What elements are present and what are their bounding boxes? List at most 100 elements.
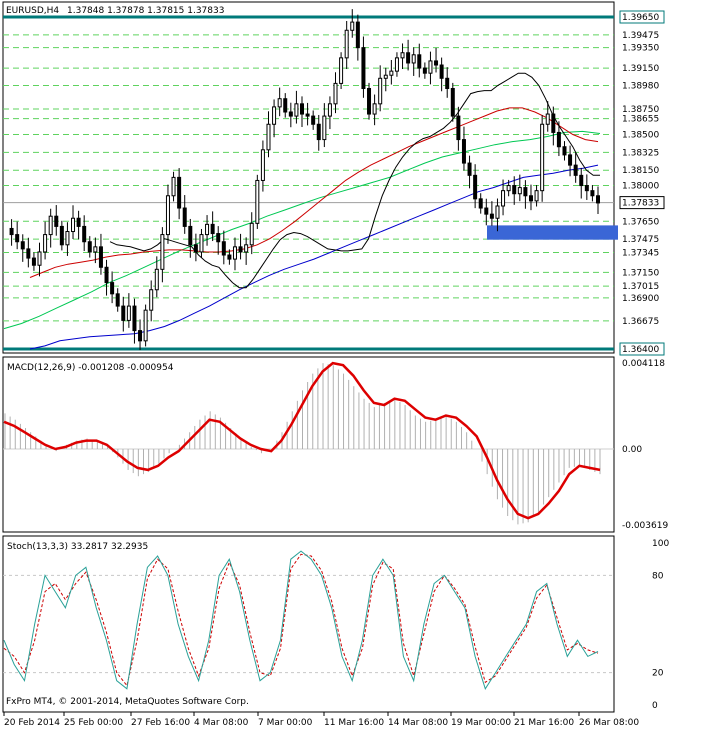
stoch-tick-label: 0	[652, 701, 658, 711]
candle-body	[104, 266, 109, 284]
candle-body	[54, 215, 59, 227]
macd-panel	[3, 361, 614, 525]
price-tag-bg	[619, 196, 665, 210]
price-tick-label: 1.39650	[622, 13, 659, 23]
candle-body	[400, 52, 405, 59]
zone-rect	[487, 225, 618, 240]
stoch-tick-label: 100	[652, 539, 669, 549]
candle-body	[344, 29, 349, 59]
macd-tick-label: 0.00	[622, 445, 642, 455]
candle-body	[216, 233, 221, 243]
macd-tick-label: 0.004118	[622, 359, 665, 369]
candle-body	[361, 47, 366, 90]
ma-slow-line	[29, 107, 599, 278]
candle-body	[378, 77, 383, 105]
candle-body	[177, 176, 182, 209]
candle-body	[232, 246, 237, 260]
candle-body	[43, 234, 48, 253]
candle-body	[20, 241, 25, 250]
candle-body	[188, 225, 193, 246]
price-tag-bg	[619, 10, 665, 24]
candle-body	[15, 234, 20, 243]
candle-body	[579, 174, 584, 187]
candle-body	[439, 64, 444, 79]
candle-body	[506, 185, 511, 192]
macd-signal-line	[3, 361, 601, 520]
price-tick-label: 1.38980	[622, 81, 659, 91]
stoch-main-line	[3, 550, 599, 690]
candle-body	[512, 185, 517, 195]
candle-body	[221, 241, 226, 256]
price-bars	[9, 9, 600, 351]
macd-label: MACD(12,26,9) -0.001208 -0.000954	[7, 363, 174, 373]
candle-body	[596, 195, 600, 204]
candle-body	[294, 103, 299, 117]
candle-body	[143, 309, 148, 342]
candle-body	[300, 103, 304, 115]
candle-body	[540, 123, 545, 192]
candle-body	[210, 223, 215, 235]
candle-body	[450, 88, 455, 117]
panel-frame-1	[2, 356, 615, 533]
time-tick-label: 7 Mar 00:00	[258, 718, 313, 728]
candle-body	[484, 207, 489, 215]
candle-body	[76, 217, 81, 227]
price-tick-label: 1.39475	[622, 31, 659, 41]
candle-body	[277, 98, 282, 108]
candle-body	[568, 154, 573, 166]
ohlc-header: 1.37848 1.37878 1.37815 1.37833	[67, 6, 224, 16]
candle-body	[411, 54, 416, 64]
price-tick-label: 1.36400	[622, 345, 659, 355]
price-tick-label: 1.38500	[622, 130, 659, 140]
panel-frame-2	[2, 535, 615, 713]
candle-body	[316, 123, 321, 141]
panel-frames	[2, 1, 615, 713]
candle-body	[82, 225, 87, 243]
candle-body	[227, 254, 232, 260]
candle-body	[322, 115, 327, 141]
candle-body	[238, 246, 243, 253]
candle-body	[171, 176, 176, 197]
stoch-label: Stoch(13,3,3) 33.2817 32.2935	[7, 542, 148, 552]
stoch-tick-label: 80	[652, 571, 664, 581]
price-tick-label: 1.38655	[622, 115, 659, 125]
symbol-label: EURUSD,H4	[6, 6, 59, 16]
stoch-signal-line	[3, 553, 599, 687]
candle-body	[205, 223, 210, 236]
candle-body	[545, 113, 550, 125]
candle-body	[523, 187, 528, 197]
candle-body	[434, 60, 439, 66]
candle-body	[31, 257, 36, 266]
time-tick-label: 4 Mar 08:00	[194, 718, 249, 728]
candle-body	[473, 174, 478, 200]
candle-body	[311, 115, 316, 125]
candle-body	[249, 222, 254, 246]
candle-body	[590, 190, 595, 197]
price-tick-label: 1.37650	[622, 217, 659, 227]
price-tag-bg	[619, 342, 665, 356]
time-tick-label: 25 Feb 00:00	[64, 718, 123, 728]
price-tick-label: 1.39350	[622, 44, 659, 54]
price-tick-label: 1.37475	[622, 235, 659, 245]
candle-body	[126, 305, 131, 321]
price-tick-label: 1.36675	[622, 317, 659, 327]
price-tick-label: 1.38000	[622, 182, 659, 192]
time-tick-label: 14 Mar 08:00	[388, 718, 448, 728]
price-tick-label: 1.37833	[622, 199, 659, 209]
candle-body	[121, 305, 126, 321]
candle-body	[37, 251, 42, 266]
price-tick-label: 1.37345	[622, 248, 659, 258]
candle-body	[115, 293, 120, 307]
candle-body	[87, 241, 92, 253]
panel-frame-0	[2, 1, 615, 354]
time-tick-label: 20 Feb 2014	[4, 718, 60, 728]
candle-body	[193, 244, 198, 253]
candle-body	[501, 190, 506, 207]
candle-body	[283, 98, 288, 113]
price-tick-label: 1.38325	[622, 148, 659, 158]
candle-body	[534, 190, 539, 202]
candle-body	[478, 198, 483, 209]
candle-body	[93, 246, 98, 253]
candle-body	[489, 213, 494, 219]
candle-body	[417, 54, 422, 69]
